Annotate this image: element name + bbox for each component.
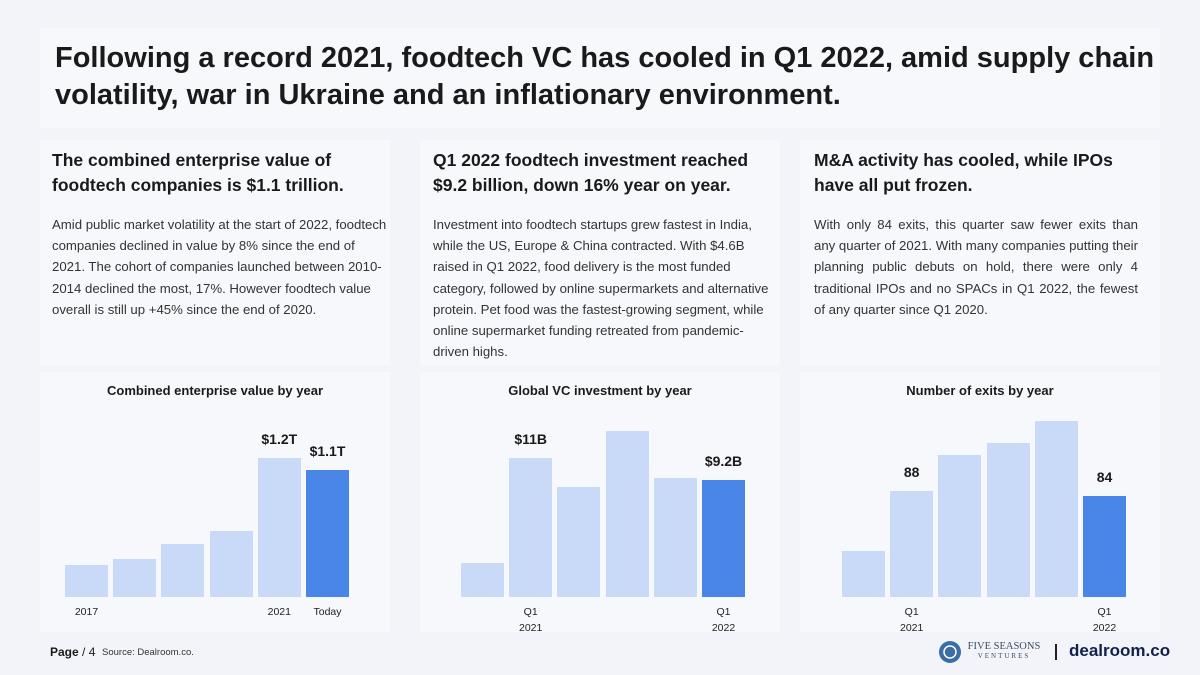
bar (306, 469, 349, 597)
column-body: With only 84 exits, this quarter saw few… (814, 217, 1139, 317)
bar (842, 551, 885, 597)
x-tick-label: Today (313, 606, 342, 618)
x-tick-label: 2021 (267, 606, 291, 618)
partner: FIVE SEASONS VENTURES (966, 641, 1042, 660)
bar (1034, 421, 1078, 597)
column-heading: M&A activity has cooled, while IPOs have… (814, 150, 1113, 195)
chart-title: Global VC investment by year (508, 383, 692, 398)
value-label: $9.2B (704, 453, 743, 470)
chart-title: Number of exits by year (906, 383, 1054, 398)
column-body: Amid public market volatility at the sta… (52, 217, 387, 317)
separator (1055, 644, 1057, 660)
column-body: Investment into foodtech startups grew f… (433, 217, 769, 360)
column: Q1 2022 foodtech investment reached $9.2… (433, 148, 773, 362)
column-panel (800, 140, 1160, 365)
value-label: $11B (514, 430, 548, 447)
value-label: 84 (1096, 468, 1113, 485)
x-tick-label: Q1 2022 (1092, 606, 1117, 634)
value-label: $1.2T (261, 431, 298, 447)
bar (702, 480, 745, 597)
page-count: / 4 (82, 645, 96, 659)
partner-logo (939, 641, 961, 663)
chart-title: Combined enterprise value by year (106, 383, 324, 398)
bar (113, 558, 157, 597)
slide-title: Following a record 2021, foodtech VC has… (55, 42, 1155, 111)
page-label: Page (50, 645, 79, 659)
source: Source: Dealroom.co. (102, 647, 194, 658)
bar (557, 486, 601, 597)
bar (209, 530, 253, 597)
page-number: Page / 4 (50, 645, 95, 659)
bar (653, 477, 697, 597)
x-tick-label: Q1 2021 (519, 606, 543, 634)
bar (161, 543, 205, 597)
column: The combined enterprise value of foodtec… (52, 148, 388, 320)
bar (65, 564, 108, 597)
bar (605, 431, 649, 597)
x-tick-label: Q1 2021 (900, 606, 924, 634)
value-label: 88 (903, 463, 920, 480)
column-panel (420, 140, 780, 365)
bar (461, 562, 504, 597)
bar (890, 490, 934, 597)
partner-name: FIVE SEASONS (967, 641, 1041, 652)
bar (509, 457, 553, 597)
bar (257, 458, 301, 597)
column: M&A activity has cooled, while IPOs have… (814, 148, 1138, 320)
column-panel (40, 140, 390, 365)
value-label: $1.1T (309, 442, 346, 459)
bar (986, 442, 1030, 597)
partner-sub: VENTURES (977, 652, 1031, 660)
brand: dealroom.co (1069, 641, 1171, 660)
title-panel (40, 28, 1160, 128)
x-tick-label: Q1 2022 (711, 606, 736, 634)
column-heading: Q1 2022 foodtech investment reached $9.2… (433, 150, 749, 195)
column-heading: The combined enterprise value of foodtec… (52, 150, 344, 195)
x-tick-label: 2017 (74, 606, 99, 618)
bar (1083, 495, 1126, 597)
bar (938, 454, 982, 597)
